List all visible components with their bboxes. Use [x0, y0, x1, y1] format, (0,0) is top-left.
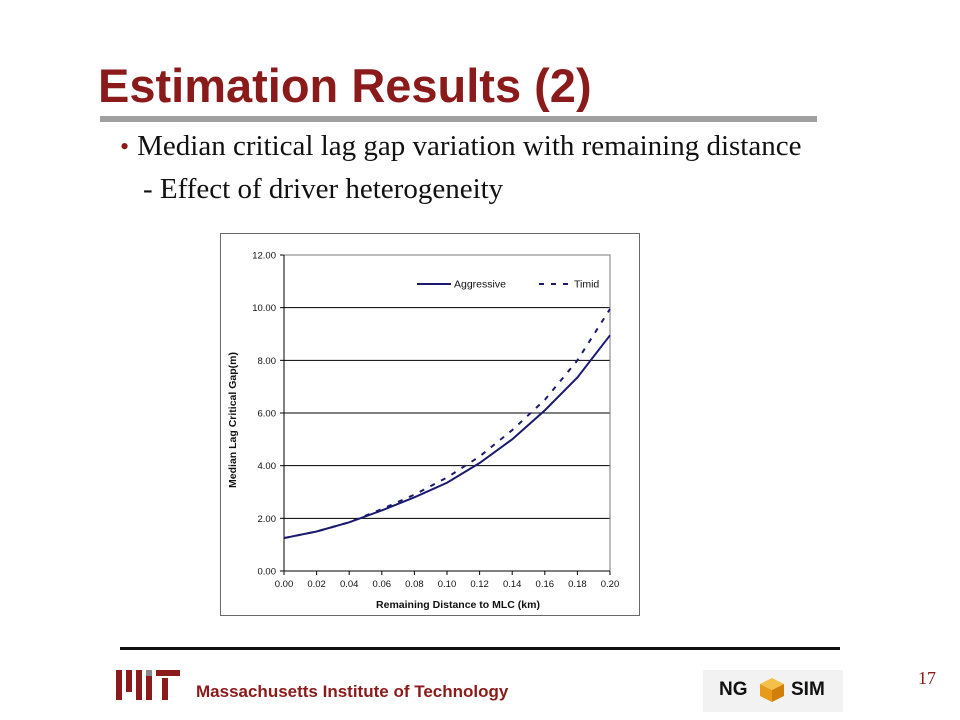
line-chart: 0.00 2.00 4.00 6.00 8.00 10.00 12.00 0.00 0.02 0.… [227, 251, 619, 612]
sub-bullet-text: - Effect of driver heterogeneity [143, 173, 504, 205]
y-tick-label: 12.00 [252, 251, 276, 262]
y-tick-label: 10.00 [252, 303, 276, 314]
ngsim-logo-left-text: NG [719, 679, 748, 700]
series-line-timid [283, 308, 611, 540]
legend: Aggressive Timid [417, 279, 599, 291]
legend-label-aggressive: Aggressive [454, 279, 506, 291]
x-tick-label: 0.02 [307, 579, 326, 590]
y-tick-label: 0.00 [258, 567, 277, 578]
gridlines [284, 254, 610, 519]
bullet-text: Median critical lag gap variation with r… [137, 130, 802, 162]
x-axis-label: Remaining Distance to MLC (km) [376, 599, 540, 611]
axes [280, 254, 611, 575]
ngsim-logo: NG SIM [703, 670, 843, 712]
ngsim-logo-right-text: SIM [791, 679, 825, 700]
cube-icon [760, 678, 784, 702]
series-lines [283, 308, 611, 540]
title-underline [100, 116, 817, 122]
y-tick-label: 2.00 [258, 514, 277, 525]
bullet-dot-icon: • [120, 132, 130, 161]
y-tick-label: 8.00 [258, 356, 277, 367]
x-tick-label: 0.10 [438, 579, 457, 590]
institution-name: Massachusetts Institute of Technology [196, 682, 509, 701]
series-line-aggressive [283, 334, 611, 540]
x-tick-label: 0.16 [536, 579, 555, 590]
footer-divider [120, 647, 840, 650]
bullet-point: • Median critical lag gap variation with … [120, 130, 801, 163]
tick-labels: 0.00 2.00 4.00 6.00 8.00 10.00 12.00 0.00 0.02 0.… [252, 251, 619, 591]
x-tick-label: 0.12 [470, 579, 489, 590]
page-number: 17 [918, 668, 936, 688]
x-tick-label: 0.14 [503, 579, 522, 590]
y-axis-label: Median Lag Critical Gap(m) [227, 352, 239, 488]
x-tick-label: 0.04 [340, 579, 359, 590]
y-tick-label: 4.00 [258, 461, 277, 472]
slide-title: Estimation Results (2) [98, 59, 592, 112]
y-tick-label: 6.00 [258, 409, 277, 420]
x-tick-label: 0.00 [275, 579, 294, 590]
x-tick-label: 0.06 [373, 579, 392, 590]
x-tick-label: 0.20 [601, 579, 620, 590]
legend-label-timid: Timid [574, 279, 599, 291]
chart-frame: 0.00 2.00 4.00 6.00 8.00 10.00 12.00 0.00 0.02 0.… [220, 233, 640, 616]
x-tick-label: 0.08 [405, 579, 424, 590]
mit-logo [116, 670, 180, 700]
x-tick-label: 0.18 [568, 579, 587, 590]
